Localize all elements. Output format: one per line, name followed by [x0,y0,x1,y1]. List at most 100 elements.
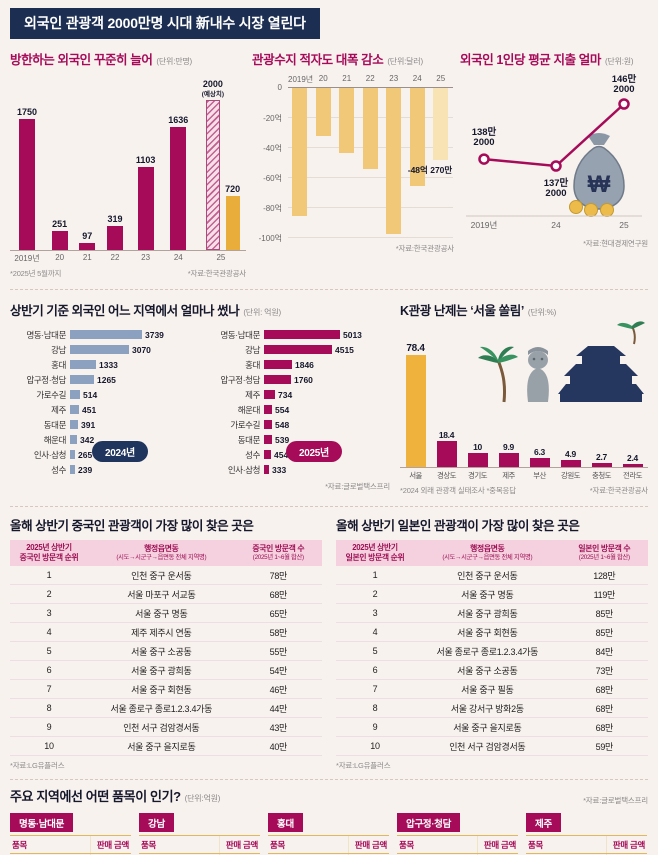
column-header-count: 일본인 방문객 수 (2025년 1~6월 합산) [560,540,648,567]
x-axis-label: 24 [412,74,422,83]
point-value-label: 2000 [545,188,566,199]
rank-cell: 3 [10,603,88,624]
palm-tree-right [617,321,645,345]
japanese-visitors-table: 2025년 상반기 일본인 방문객 순위 행정읍면동 (시도→시군구→읍면동 전… [336,540,648,757]
bar-value-label: 18.4 [438,430,455,440]
bar-sublabel: (예상치) [201,90,225,98]
bar [70,465,75,474]
region-badge: 제주 [526,813,561,833]
bar [339,88,354,153]
count-cell: 54만 [234,660,322,681]
panel-seoul-concentration: K관광 난제는 ‘서울 쏠림’ (단위:%) [400,300,648,496]
chart-column: 319 [102,214,128,250]
bar [529,458,550,467]
bar-row: 제주 734 [204,387,390,402]
visitor-tables-row: 올해 상반기 중국인 관광객이 가장 많이 찾은 곳은 2025년 상반기 중국… [10,506,648,771]
y-axis-label: -60억 [263,174,282,183]
x-axis-label: 23 [389,74,399,83]
point-value-label: 2000 [473,137,494,148]
table-japanese-visitors: 올해 상반기 일본인 관광객이 가장 많이 찾은 곳은 2025년 상반기 일본… [336,515,648,771]
bar-row: 가로수길 514 [10,387,196,402]
popular-items-section: 주요 지역에선 어떤 품목이 인기? (단위:억원) *자료:글로벌택스프리 명동… [10,779,648,855]
y-axis-label: -100억 [258,234,282,243]
gridline [288,87,453,88]
bar-with-label: 2000 (예상치) [202,79,224,250]
item-cell: 의료용역 [414,853,478,855]
table-row: 6 서울 중구 소공동 73만 [336,660,648,681]
bar-row: 명동·남대문 3739 [10,327,196,342]
point-value-label: 146만 [612,74,637,85]
table-row: 4 서울 중구 회현동 85만 [336,622,648,643]
bar [70,330,142,339]
table-header-row: 품목 판매 금액 [268,835,389,855]
bar [498,453,519,467]
money-bag-illustration: ₩ [569,133,625,217]
table-title: 올해 상반기 중국인 관광객이 가장 많이 찾은 곳은 [10,519,254,533]
place-cell: 서울 종로구 종로1.2.3.4가동 [414,641,561,662]
middle-charts-row: 상반기 기준 외국인 어느 지역에서 얼마나 썼나 (단위: 억원) 명동·남대문… [10,289,648,496]
category-label: 명동·남대문 [220,329,260,340]
category-label: 가로수길 [230,419,260,430]
chart-column: 2000 (예상치) 720 [196,79,246,250]
y-axis-label: -40억 [263,144,282,153]
category-label: 성수 [51,464,66,475]
header-subline: (2025년 1~6월 합산) [578,554,630,562]
y-axis-label: -80억 [263,204,282,213]
x-axis-label: 21 [342,74,352,83]
bar-value-label: 239 [78,464,93,475]
place-cell: 인천 중구 운서동 [88,566,235,586]
x-axis-label: 2019년 [471,220,498,230]
won-symbol: ₩ [588,171,611,198]
x-axis-label: 경기도 [468,471,488,480]
y-axis-label: -20억 [263,114,282,123]
rank-cell: 1 [397,853,414,855]
point-value-label: 138만 [472,126,497,138]
concentration-x-axis: 서울 경상도 경기도 제주 부산 강원도 충청도 전라도 [400,468,648,481]
chart-footnotes: *자료:한국관광공사 [252,243,454,254]
table-row: 6 서울 중구 광희동 54만 [10,660,322,681]
column-header-amount: 판매 금액 [219,835,260,855]
header-line: 일본인 방문객 순위 [345,553,405,563]
page-title-banner: 외국인 관광객 2000만명 시대 新내수 시장 열린다 [10,8,320,39]
chart-footnotes: *2024 외래 관광객 실태조사 *중복응답 *자료:한국관광공사 [400,485,648,496]
bar-value-label: 333 [272,464,287,475]
amount-cell: 674 [348,853,389,855]
chart-title-text: 상반기 기준 외국인 어느 지역에서 얼마나 썼나 [10,304,240,318]
count-cell: 58만 [234,622,322,643]
chart-unit: (단위:만명) [156,57,193,66]
footnote-source: *자료:글로벌택스프리 [325,482,390,491]
header-line: 2025년 상반기 [26,543,72,552]
section-title-text: 주요 지역에선 어떤 품목이 인기? [10,789,181,805]
section-header: 주요 지역에선 어떤 품목이 인기? (단위:억원) *자료:글로벌택스프리 [10,786,648,806]
bar-value-label: 391 [81,419,96,430]
rank-cell: 2 [336,584,414,605]
bar-row: 해운대 554 [204,402,390,417]
table-row: 1의료용역941 [397,853,518,855]
year-badge: 2024년 [92,441,148,462]
chart-unit: (단위:달러) [387,57,423,66]
header-subline: (2025년 1~6월 합산) [252,554,304,562]
rank-cell: 1 [10,853,27,855]
bar-row: 명동·남대문 5013 [204,327,390,342]
x-axis-label: 서울 [409,471,422,480]
count-cell: 84만 [560,641,648,662]
bar-row: 성수 454 [204,447,390,462]
table-row: 1 인천 중구 운서동 78만 [10,566,322,586]
chart-column: 2.4 [617,453,648,467]
chart-column: 78.4 [400,343,431,467]
header-line: 2025년 상반기 [352,543,398,552]
bar [409,88,425,186]
header-subline: (시도→시군구→읍면동 전체 지역명) [116,554,207,562]
bar-value-label: 3070 [132,344,151,355]
bar-value-label: 265 [78,449,93,460]
rank-cell: 10 [336,736,414,757]
visitors-bar-chart: 1750 251 97 319 1103 1636 2000 (예상치) 720 [10,74,246,251]
count-cell: 68만 [560,698,648,719]
bar [79,243,96,250]
bar-value-label: 2.4 [627,453,638,463]
panel-region-spending: 상반기 기준 외국인 어느 지역에서 얼마나 썼나 (단위: 억원) 명동·남대문… [10,300,390,496]
